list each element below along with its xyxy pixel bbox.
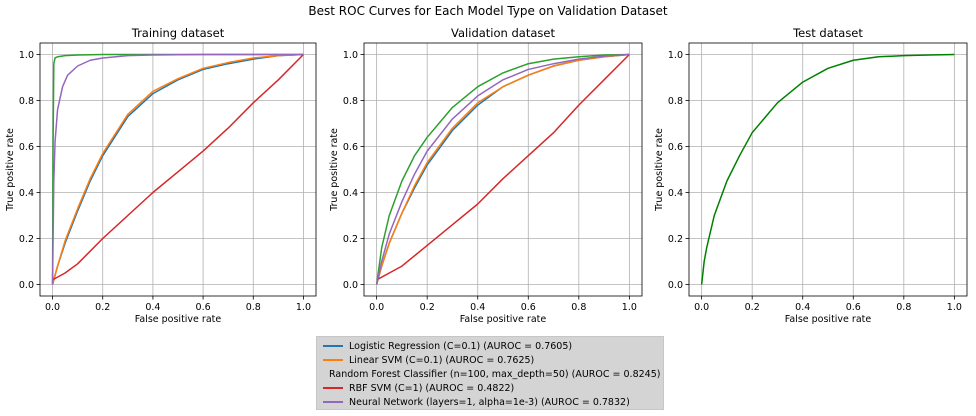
y-tick-label: 0.2	[343, 234, 358, 245]
x-axis-label: False positive rate	[460, 314, 547, 325]
y-tick-label: 0.8	[19, 96, 34, 107]
x-tick-label: 0.6	[521, 302, 536, 313]
series-line-3	[375, 53, 630, 285]
legend: Logistic Regression (C=0.1) (AUROC = 0.7…	[316, 336, 664, 410]
y-tick-label: 0.4	[668, 188, 683, 199]
legend-label: Neural Network (layers=1, alpha=1e-3) (A…	[349, 396, 630, 408]
subplot-2: 0.0 0.2 0.4 0.6 0.8 1.0 0.0 0.2 0.4 0.6 0.8 1.0 Vali…	[329, 26, 643, 325]
x-tick-label: 0.2	[420, 302, 435, 313]
y-tick-label: 0.0	[668, 280, 683, 291]
legend-item: Logistic Regression (C=0.1) (AUROC = 0.7…	[323, 339, 657, 353]
x-tick-label: 1.0	[947, 302, 962, 313]
series-line-4	[376, 53, 630, 281]
y-tick-label: 0.2	[668, 234, 683, 245]
x-tick-label: 0.6	[196, 302, 211, 313]
plot-area	[364, 43, 642, 296]
legend-label: RBF SVM (C=1) (AUROC = 0.4822)	[349, 382, 515, 394]
y-axis-label: True positive rate	[654, 128, 665, 212]
y-axis-label: True positive rate	[5, 128, 16, 212]
y-tick-label: 0.4	[19, 188, 34, 199]
y-tick-label: 1.0	[343, 50, 358, 61]
y-tick-label: 0.0	[343, 280, 358, 291]
y-tick-label: 0.8	[668, 96, 683, 107]
y-tick-label: 0.0	[19, 280, 34, 291]
series-line-1	[700, 53, 955, 285]
y-tick-label: 0.6	[668, 142, 683, 153]
x-tick-label: 0.4	[470, 302, 485, 313]
plot-frame	[363, 42, 643, 297]
y-tick-label: 0.4	[343, 188, 358, 199]
y-axis-label: True positive rate	[329, 128, 340, 212]
y-tick-label: 1.0	[19, 50, 34, 61]
x-tick-label: 0.0	[694, 302, 709, 313]
subplot-3: 0.0 0.2 0.4 0.6 0.8 1.0 0.0 0.2 0.4 0.6 0.8 1.0 Test…	[654, 26, 968, 325]
y-tick-label: 0.8	[343, 96, 358, 107]
series-line-2	[51, 53, 304, 285]
x-tick-label: 0.8	[246, 302, 261, 313]
subplot-title: Test dataset	[792, 26, 863, 40]
y-tick-label: 1.0	[668, 50, 683, 61]
legend-item: Random Forest Classifier (n=100, max_dep…	[323, 367, 661, 381]
legend-label: Logistic Regression (C=0.1) (AUROC = 0.7…	[349, 340, 573, 352]
legend-swatch	[323, 387, 343, 389]
x-tick-label: 0.0	[45, 302, 60, 313]
subplot-title: Training dataset	[131, 26, 225, 40]
plot-area	[40, 43, 316, 296]
x-tick-label: 1.0	[296, 302, 311, 313]
series-line-5	[51, 53, 304, 285]
series-line-2	[375, 53, 630, 285]
plot-frame	[39, 42, 317, 297]
x-tick-label: 0.8	[896, 302, 911, 313]
series-line-5	[375, 53, 630, 285]
x-tick-label: 0.4	[795, 302, 810, 313]
legend-item: Neural Network (layers=1, alpha=1e-3) (A…	[323, 395, 657, 409]
x-tick-label: 0.6	[846, 302, 861, 313]
plot-area	[689, 43, 967, 296]
legend-swatch	[323, 359, 343, 361]
legend-swatch	[323, 345, 343, 347]
x-tick-label: 0.2	[95, 302, 110, 313]
x-axis-label: False positive rate	[135, 314, 222, 325]
y-tick-label: 0.6	[19, 142, 34, 153]
x-tick-label: 0.0	[369, 302, 384, 313]
series-line-1	[51, 53, 304, 285]
legend-item: RBF SVM (C=1) (AUROC = 0.4822)	[323, 381, 657, 395]
series-line-4	[52, 53, 304, 281]
subplot-title: Validation dataset	[451, 26, 555, 40]
x-tick-label: 0.2	[745, 302, 760, 313]
legend-label: Linear SVM (C=0.1) (AUROC = 0.7625)	[349, 354, 535, 366]
y-tick-label: 0.6	[343, 142, 358, 153]
subplot-1: 0.0 0.2 0.4 0.6 0.8 1.0 0.0 0.2 0.4 0.6 0.8 1.0 Trai…	[5, 26, 317, 325]
x-axis-label: False positive rate	[785, 314, 872, 325]
plot-frame	[688, 42, 968, 297]
x-tick-label: 0.4	[145, 302, 160, 313]
legend-swatch	[323, 401, 343, 403]
x-tick-label: 0.8	[571, 302, 586, 313]
x-tick-label: 1.0	[622, 302, 637, 313]
legend-label: Random Forest Classifier (n=100, max_dep…	[329, 368, 661, 380]
y-tick-label: 0.2	[19, 234, 34, 245]
legend-item: Linear SVM (C=0.1) (AUROC = 0.7625)	[323, 353, 657, 367]
figure-title: Best ROC Curves for Each Model Type on V…	[308, 4, 668, 18]
